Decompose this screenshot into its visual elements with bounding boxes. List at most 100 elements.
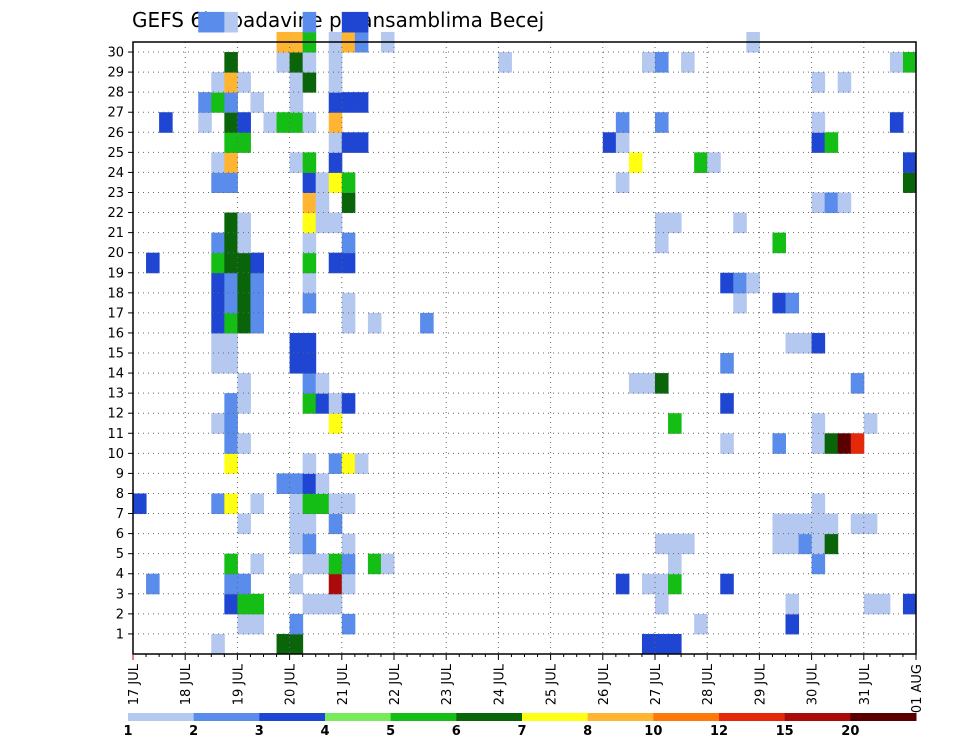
precip-cell (211, 232, 225, 254)
precip-cell (211, 633, 225, 655)
precip-cell (655, 232, 669, 254)
precip-cell (655, 212, 669, 234)
y-tick-label: 28 (107, 86, 124, 101)
precip-cell (681, 533, 695, 555)
precip-cell (772, 292, 786, 314)
precip-cell (902, 172, 917, 193)
y-tick-label: 16 (107, 326, 124, 341)
precip-cell (302, 232, 317, 254)
precip-cell (237, 312, 251, 334)
precip-cell (811, 132, 826, 153)
precip-cell (224, 413, 238, 434)
y-tick-label: 6 (116, 527, 124, 542)
colorbar-segment (522, 713, 589, 721)
y-tick-label: 15 (107, 347, 124, 362)
precip-cell (341, 292, 356, 314)
precip-cell (289, 332, 304, 354)
x-tick-label: 01 AUG (910, 664, 925, 713)
x-tick-label: 25 JUL (545, 663, 560, 705)
colorbar-label: 20 (841, 724, 859, 739)
precip-cell (237, 433, 251, 454)
precip-cell (628, 373, 643, 394)
colorbar-segment (719, 713, 786, 721)
precip-cell (224, 11, 238, 33)
colorbar: 1 2 3 4 5 6 7 8 10 12 15 20 (123, 713, 917, 739)
precip-cell (863, 513, 878, 535)
precip-cell (198, 11, 212, 33)
precip-cell (328, 593, 343, 615)
precip-cell (720, 353, 734, 374)
precip-cell (876, 593, 891, 615)
colorbar-segment (390, 713, 457, 721)
y-tick-label: 20 (107, 246, 124, 261)
precip-cell (211, 11, 225, 33)
x-tick-label: 21 JUL (336, 663, 351, 705)
y-tick-label: 24 (107, 166, 124, 181)
x-tick-label: 17 JUL (127, 663, 142, 705)
precip-cell (302, 373, 317, 394)
precip-cell (237, 292, 251, 314)
precip-cell (302, 493, 317, 515)
precip-cell (198, 92, 212, 113)
colorbar-label: 15 (776, 724, 794, 739)
y-tick-label: 1 (116, 627, 124, 642)
x-tick-label: 19 JUL (231, 663, 246, 705)
precip-cell (824, 132, 839, 153)
precip-cell (341, 252, 356, 274)
precip-cell (328, 92, 343, 113)
y-tick-label: 10 (107, 447, 124, 462)
precip-cell (237, 232, 251, 254)
precip-cell (889, 112, 904, 133)
precip-cell (224, 332, 238, 354)
precip-cell (237, 613, 251, 635)
precip-cell (681, 52, 695, 73)
precip-cell (211, 493, 225, 515)
precip-cell (785, 533, 800, 555)
precip-cell (211, 72, 225, 93)
precip-cell (772, 433, 786, 454)
colorbar-label: 12 (710, 724, 728, 739)
precip-cell (655, 633, 669, 655)
precip-cell (341, 553, 356, 575)
colorbar-segment (193, 713, 260, 721)
precip-cell (341, 453, 356, 474)
precip-cell (328, 393, 343, 414)
precip-cell (328, 493, 343, 515)
precip-cell (824, 533, 839, 555)
precip-cell (315, 373, 330, 394)
precip-cell (224, 453, 238, 474)
precip-cell (668, 533, 682, 555)
precip-cell (146, 252, 160, 274)
precip-cell (315, 493, 330, 515)
precip-cell (668, 212, 682, 234)
precip-cell (211, 172, 225, 193)
precip-cell (250, 493, 264, 515)
precip-cell (211, 353, 225, 374)
precip-cell (289, 112, 304, 133)
precip-cell (302, 353, 317, 374)
precip-cell (250, 292, 264, 314)
y-tick-label: 27 (107, 106, 124, 121)
precip-cell (902, 52, 917, 73)
precip-cell (237, 373, 251, 394)
precip-cell (615, 573, 630, 595)
precip-cell (328, 453, 343, 474)
precip-cell (224, 132, 238, 153)
precip-cell (641, 573, 656, 595)
precip-cell (302, 112, 317, 133)
y-tick-label: 23 (107, 186, 124, 201)
precip-cell (837, 433, 852, 454)
precip-cell (224, 553, 238, 575)
colorbar-label: 10 (644, 724, 662, 739)
precip-cell (224, 272, 238, 294)
precip-cell (328, 413, 343, 434)
precip-cell (224, 172, 238, 193)
precip-cell (837, 72, 852, 93)
y-tick-label: 22 (107, 206, 124, 221)
precip-cell (315, 553, 330, 575)
colorbar-label: 6 (452, 724, 461, 739)
precip-cell (694, 613, 708, 635)
precip-cell (720, 393, 734, 414)
precip-cell (694, 152, 708, 173)
precip-cell (367, 553, 382, 575)
